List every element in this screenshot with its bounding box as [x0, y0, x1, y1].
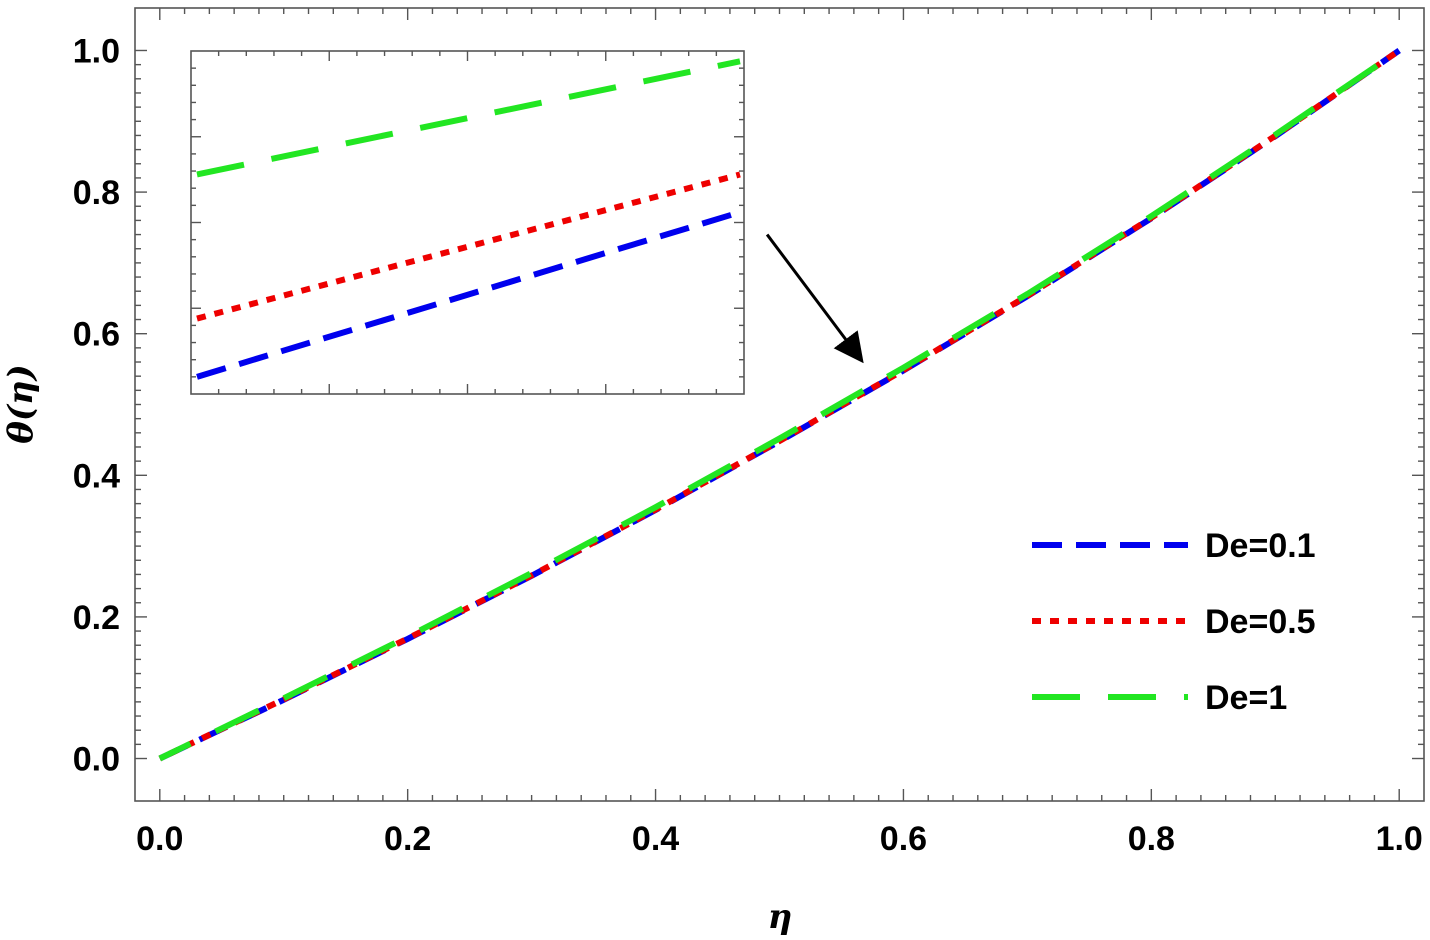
- inset-line-de-1: [196, 58, 741, 178]
- legend-label: De=1: [1205, 679, 1287, 717]
- inset-frame: [190, 50, 745, 395]
- series-line-de-0-5: [158, 48, 1401, 762]
- series-line-de-0-1: [158, 48, 1401, 762]
- y-axis-label: θ(η): [1, 364, 41, 444]
- y-tick-label: 1.0: [73, 32, 120, 70]
- x-tick-label: 1.0: [1376, 820, 1423, 858]
- legend-label: De=0.1: [1205, 527, 1316, 565]
- legend: De=0.1 De=0.5 De=1: [1032, 527, 1316, 717]
- x-tick-label: 0.4: [632, 820, 679, 858]
- inset-line-de-0-1: [196, 209, 741, 380]
- y-tick-label: 0.6: [73, 316, 120, 354]
- annotation-arrow: [765, 233, 864, 364]
- axis-ticks: [135, 8, 1424, 801]
- x-tick-label: 0.6: [880, 820, 927, 858]
- inset-plot: [190, 50, 745, 395]
- series-lines: [158, 48, 1401, 762]
- series-line-de-1: [158, 48, 1401, 762]
- y-tick-label: 0.8: [73, 174, 120, 212]
- inset-line-de-0-5: [196, 171, 741, 322]
- x-tick-label: 0.8: [1128, 820, 1175, 858]
- x-tick-label: 0.2: [384, 820, 431, 858]
- y-tick-label: 0.4: [73, 457, 120, 495]
- tick-labels: 0.0 0.2 0.4 0.6 0.8 1.0 0.0 0.2 0.4 0.6 0.8 1.0: [73, 32, 1423, 858]
- y-tick-label: 0.0: [73, 741, 120, 779]
- y-tick-label: 0.2: [73, 599, 120, 637]
- legend-label: De=0.5: [1205, 603, 1316, 641]
- x-tick-label: 0.0: [136, 820, 183, 858]
- x-axis-label: η: [768, 897, 793, 937]
